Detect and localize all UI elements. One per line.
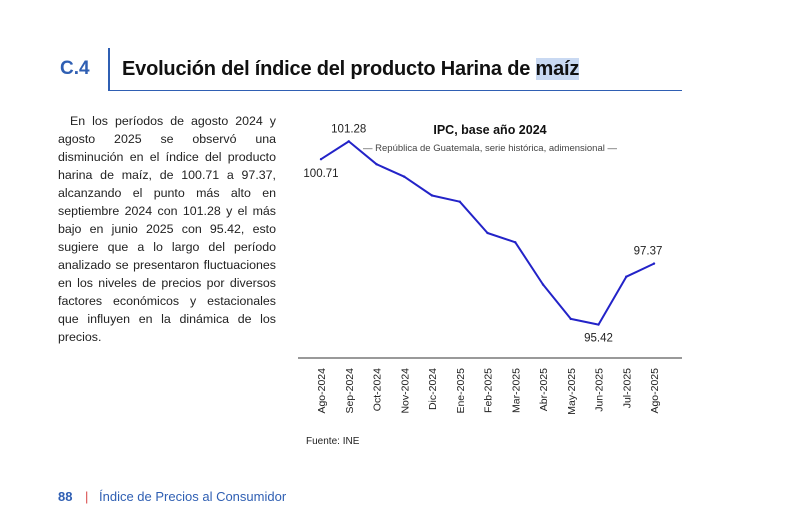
footer-separator: |	[85, 489, 89, 504]
x-tick-label: Oct-2024	[372, 368, 384, 411]
section-code: C.4	[60, 58, 90, 79]
data-label: 95.42	[584, 333, 613, 345]
data-point	[430, 194, 434, 197]
data-point	[347, 140, 350, 143]
page-number: 88	[58, 489, 73, 504]
data-label: 101.28	[331, 123, 366, 135]
section-title-highlight: maíz	[535, 58, 580, 80]
section-title: Evolución del índice del producto Harina…	[122, 58, 579, 81]
data-point	[486, 231, 489, 235]
data-point	[541, 283, 545, 286]
data-point	[652, 262, 656, 265]
x-tick-label: Feb-2025	[483, 368, 495, 413]
section-title-bar: Evolución del índice del producto Harina…	[108, 48, 682, 91]
x-tick-label: Jul-2025	[621, 368, 633, 408]
data-point	[319, 157, 323, 161]
x-tick-label: Dic-2024	[427, 368, 439, 410]
data-label: 97.37	[634, 246, 663, 258]
chart-marks: Ago-2024 Sep-2024 Oct-2024 Nov-2024 Dic-2024…	[303, 123, 662, 414]
data-point	[403, 175, 406, 178]
x-tick-label: Nov-2024	[399, 368, 411, 414]
chart-subtitle: — República de Guatemala, serie históric…	[363, 143, 617, 154]
data-point	[625, 275, 628, 278]
x-tick-label: Abr-2025	[538, 368, 550, 411]
x-tick-label: Ago-2024	[316, 368, 328, 414]
data-point	[597, 323, 600, 326]
publication-name: Índice de Precios al Consumidor	[99, 489, 287, 504]
data-label: 100.71	[303, 168, 338, 180]
x-tick-label: May-2025	[566, 368, 578, 415]
data-point	[458, 200, 461, 203]
x-tick-label: Jun-2025	[594, 368, 606, 412]
x-tick-label: Sep-2024	[344, 368, 356, 414]
x-tick-label: Ene-2025	[455, 368, 467, 414]
x-tick-label: Mar-2025	[510, 368, 522, 413]
source-note: Fuente: INE	[306, 436, 360, 447]
data-point	[375, 162, 378, 166]
chart-title: IPC, base año 2024	[433, 123, 546, 137]
x-tick-label: Ago-2025	[649, 368, 661, 414]
analysis-paragraph: En los períodos de agosto 2024 y agosto …	[58, 114, 276, 344]
data-point	[569, 317, 572, 321]
section-title-main: Evolución del índice del producto Harina…	[122, 58, 536, 80]
data-point	[514, 241, 517, 244]
